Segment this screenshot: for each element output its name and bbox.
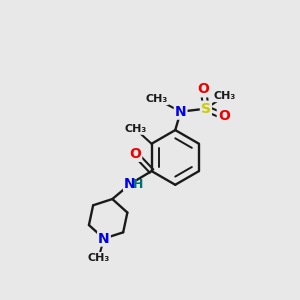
Text: CH₃: CH₃ (213, 91, 236, 101)
Text: O: O (218, 109, 230, 123)
Text: CH₃: CH₃ (88, 253, 110, 263)
Text: N: N (124, 177, 135, 190)
Text: O: O (198, 82, 209, 96)
Text: N: N (98, 232, 110, 246)
Text: CH₃: CH₃ (124, 124, 146, 134)
Text: S: S (201, 102, 211, 116)
Text: N: N (175, 105, 186, 119)
Text: H: H (133, 178, 144, 191)
Text: CH₃: CH₃ (146, 94, 168, 104)
Text: O: O (129, 147, 141, 161)
